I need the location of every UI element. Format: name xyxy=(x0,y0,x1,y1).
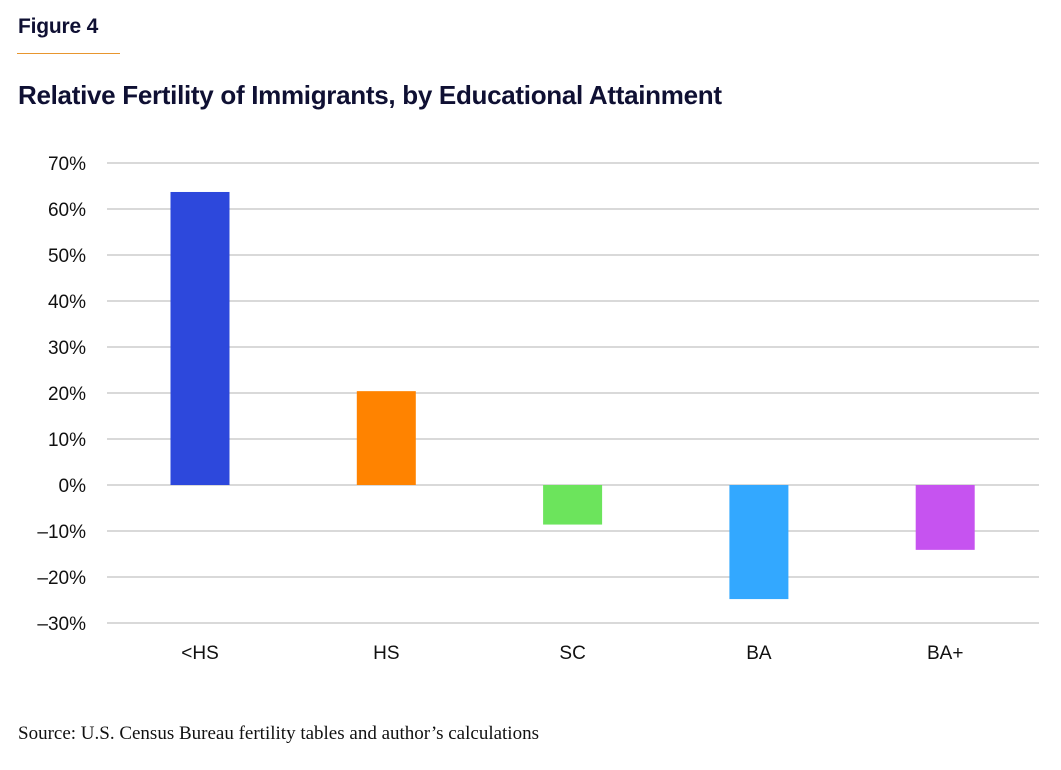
figure-label: Figure 4 xyxy=(18,15,99,38)
bar-chart: 70% 60% 50% 40% 30% 20% 10% 0% –10% –20% –30% <HS H… xyxy=(37,154,1039,664)
y-tick-label: 50% xyxy=(48,246,86,267)
x-category-label: SC xyxy=(559,643,585,664)
bar-hs xyxy=(356,391,416,485)
accent-rule xyxy=(17,53,120,54)
y-tick-label: 10% xyxy=(48,430,86,451)
bars xyxy=(170,191,975,600)
y-tick-label: 40% xyxy=(48,292,86,313)
y-tick-label: 60% xyxy=(48,200,86,221)
y-tick-label: 30% xyxy=(48,338,86,359)
bar-ba xyxy=(729,485,789,600)
y-tick-label: –20% xyxy=(37,568,86,589)
x-category-label: BA xyxy=(746,643,772,664)
x-category-label: <HS xyxy=(181,643,219,664)
x-axis-category-labels: <HS HS SC BA BA+ xyxy=(181,643,963,664)
y-tick-label: 0% xyxy=(59,476,87,497)
x-category-label: BA+ xyxy=(927,643,963,664)
bar-hs xyxy=(170,191,230,486)
x-category-label: HS xyxy=(373,643,399,664)
y-tick-label: 70% xyxy=(48,154,86,175)
y-tick-label: –30% xyxy=(37,614,86,635)
bar-sc xyxy=(543,485,603,525)
y-tick-label: –10% xyxy=(37,522,86,543)
source-note: Source: U.S. Census Bureau fertility tab… xyxy=(18,723,539,744)
chart-title: Relative Fertility of Immigrants, by Edu… xyxy=(18,80,722,110)
bar-ba xyxy=(915,485,975,550)
y-axis-tick-labels: 70% 60% 50% 40% 30% 20% 10% 0% –10% –20% –30% xyxy=(37,154,86,635)
gridlines xyxy=(107,162,1039,624)
y-tick-label: 20% xyxy=(48,384,86,405)
